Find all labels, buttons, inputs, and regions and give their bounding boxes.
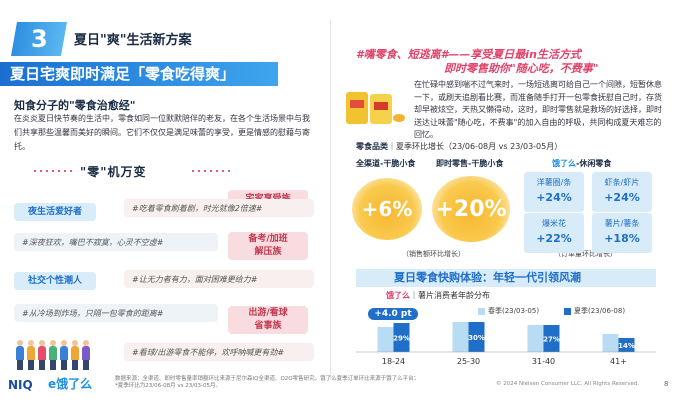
mini-card: 薯片/薯条 +18% — [592, 213, 652, 253]
mini-card-name: 洋薯圈/条 — [536, 178, 572, 187]
page-number: 8 — [664, 380, 669, 388]
bar-data-label: 29% — [393, 335, 410, 343]
person-figure — [16, 340, 24, 370]
bar-data-label: 14% — [618, 342, 635, 350]
eleme-brand: 饿了么 — [552, 159, 576, 168]
quote-travel: #看球/出游零食不能停，欢呼呐喊更有劲# — [124, 343, 314, 361]
eleme-logo: e饿了么 — [48, 377, 93, 391]
mini-card-name: 爆米花 — [542, 219, 566, 228]
bar-data-label: 27% — [543, 336, 560, 344]
chart-title-band: 夏日零食快购体验：年轻一代引领风潮 — [356, 269, 656, 287]
age-bar-chart: 29% 18-24 30% 25-30 27% 31-40 14% 41+ — [356, 322, 656, 366]
x-tick-label: 18-24 — [382, 357, 405, 366]
legend-label: 春季(23/03-05) — [488, 307, 540, 315]
right-title-line1: #嘴零食、短逃离#——享受夏日最in生活方式 — [356, 48, 581, 61]
circle-all-channel: +6% — [352, 178, 422, 240]
category-line: 零食品类｜夏季环比增长（23/06-08月 vs 23/03-05月） — [356, 141, 562, 152]
x-tick-label: 41+ — [610, 357, 627, 366]
x-tick-label: 25-30 — [457, 357, 480, 366]
mini-card: 虾条/虾片 +24% — [592, 172, 652, 212]
copyright: © 2024 Nielsen Consumer LLC. All Rights … — [496, 381, 640, 387]
mini-card: 爆米花 +22% — [524, 213, 584, 253]
chart-subtitle-brand: 饿了么 — [386, 291, 410, 300]
person-figure — [71, 340, 79, 370]
person-figure — [82, 340, 90, 370]
person-figure — [49, 340, 57, 370]
mini-card: 洋薯圈/条 +24% — [524, 172, 584, 212]
legend-swatch — [478, 307, 485, 315]
bar-spring — [452, 322, 469, 352]
bar-spring — [602, 334, 619, 352]
quote-social: #从冷场到炸场，只隔一包零食的距离# — [14, 304, 218, 322]
mini-card-value: +22% — [536, 232, 572, 245]
circle-instant: +20% — [432, 176, 510, 242]
label-eleme: 饿了么-休闲零食 — [552, 158, 611, 169]
bar-spring — [377, 327, 394, 352]
quote-exam: #让无力者有力，面对困难更给力# — [124, 270, 314, 288]
niq-logo: NIQ — [8, 378, 33, 392]
bar-summer — [393, 323, 410, 352]
bar-data-label: 30% — [468, 334, 485, 342]
bar-summer — [618, 338, 635, 352]
category-rest: ｜夏季环比增长（23/06-08月 vs 23/03-05月） — [388, 142, 563, 151]
quote-night: #深夜狂欢，嘴巴不寂寞，心灵不空虚# — [14, 233, 218, 251]
chart-subtitle: 饿了么｜薯片消费者年龄分布 — [386, 290, 490, 301]
subsection-heading: "零"机万变 — [80, 165, 147, 179]
tag-social: 社交个性潮人 — [14, 272, 96, 290]
legend-spring: 春季(23/03-05) — [478, 306, 539, 316]
snack-bag-icon — [346, 92, 405, 124]
chart-subtitle-rest: ｜薯片消费者年龄分布 — [410, 291, 490, 300]
section-number-badge: 3 — [11, 22, 67, 56]
legend-swatch — [564, 307, 571, 315]
mini-card-value: +24% — [604, 191, 640, 204]
note-sales: （销售额环比增长） — [402, 250, 465, 258]
legend-summer: 夏季(23/06-08) — [564, 306, 625, 316]
person-figure — [60, 340, 68, 370]
mini-card-value: +24% — [536, 191, 572, 204]
category-prefix: 零食品类 — [356, 142, 388, 151]
bar-summer — [468, 322, 485, 352]
section-body: 在炎炎夏日快节奏的生活中，零食如同一位默默陪伴的老友，在各个生活场景中与我们共享… — [14, 114, 310, 151]
right-title-line2: 即时零售助你"随心吃，不费事" — [444, 62, 599, 75]
section-number: 3 — [30, 25, 48, 53]
tag-night: 夜生活爱好者 — [14, 203, 96, 221]
delta-pill: +4.0 pt — [368, 308, 418, 320]
bar-summer — [543, 325, 560, 352]
tag-travel: 出游/看球 省事族 — [228, 306, 308, 334]
tag-exam: 备考/加班 解压族 — [228, 232, 308, 260]
dots-divider-right — [190, 170, 230, 172]
mini-card-name: 虾条/虾片 — [604, 178, 640, 187]
x-tick-label: 31-40 — [532, 357, 555, 366]
legend-label: 夏季(23/06-08) — [574, 307, 626, 315]
section-heading: 知食分子的"零食治愈经" — [14, 99, 136, 112]
mini-card-value: +18% — [604, 232, 640, 245]
column-divider — [330, 20, 331, 380]
bar-spring — [527, 325, 544, 352]
right-body: 在忙碌中感到喘不过气来时，一场短逃离可给自己一个间隙，短暂休息一下，或刷天追剧看… — [414, 80, 662, 139]
page-title: 夏日"爽"生活新方案 — [74, 33, 192, 48]
people-illustration — [16, 340, 90, 370]
quote-home: #吃着零食刷着剧，时光就像2倍速# — [124, 199, 314, 217]
note-orders: （订单量环比增长） — [554, 250, 617, 258]
title-band: 夏日宅爽即时满足「零食吃得爽」 — [0, 62, 278, 86]
label-instant: 即时零售-干脆小食 — [436, 159, 504, 168]
mini-card-name: 薯片/薯条 — [604, 219, 640, 228]
label-all-channel: 全渠道-干脆小食 — [356, 159, 416, 168]
eleme-rest: -休闲零食 — [576, 159, 612, 168]
dots-divider-left — [32, 170, 72, 172]
source-note: 数据来源：全渠道、即时零售量率销额环比来源于尼尔森IQ全渠道、O2O零售研究，饿… — [115, 376, 420, 389]
person-figure — [27, 340, 35, 370]
person-figure — [38, 340, 46, 370]
